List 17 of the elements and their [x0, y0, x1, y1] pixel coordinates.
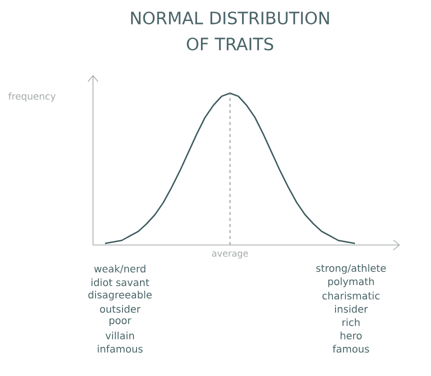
- text: rich: [342, 318, 360, 326]
- text: idiot savant: [92, 278, 150, 286]
- text: polymath: [328, 277, 374, 288]
- y-axis-title: frequency: [8, 92, 56, 102]
- text: famous: [332, 344, 370, 353]
- text: hero: [340, 332, 362, 340]
- text: infamous: [98, 344, 143, 353]
- text: outsider: [100, 305, 140, 313]
- text: poor: [110, 318, 132, 326]
- text: weak/nerd: [94, 264, 146, 274]
- text: insider: [335, 305, 368, 313]
- text: villain: [106, 332, 134, 340]
- text: average: [212, 252, 248, 258]
- text: disagreeable: [88, 290, 152, 300]
- text: strong/athlete: [316, 264, 386, 274]
- text: charismatic: [322, 292, 380, 300]
- chart-title: NORMAL DISTRIBUTION OF TRAITS: [131, 12, 329, 50]
